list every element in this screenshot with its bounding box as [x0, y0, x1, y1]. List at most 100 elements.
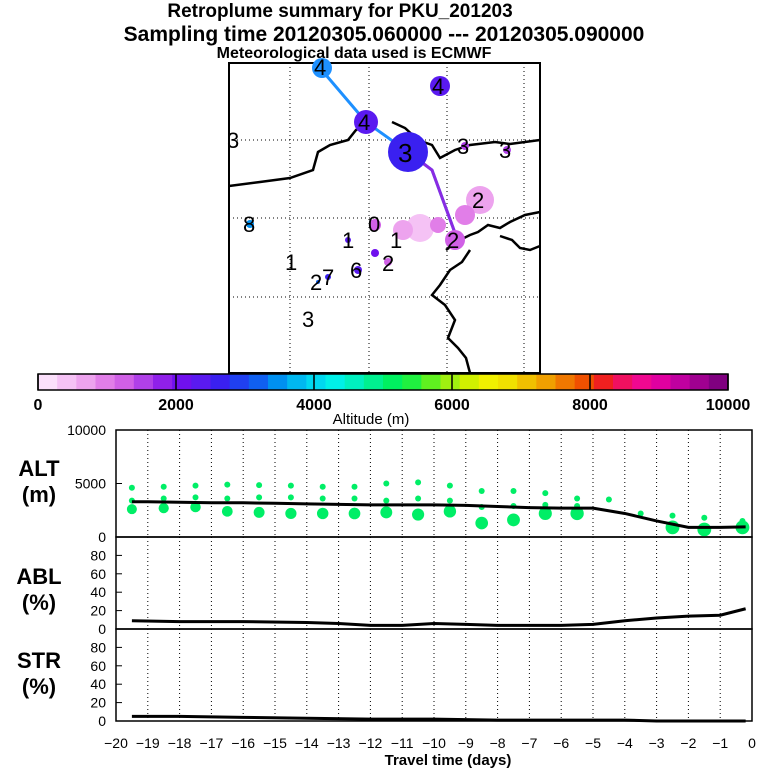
- y-tick-label: 20: [90, 695, 106, 711]
- x-tick-label: −18: [168, 735, 192, 751]
- alt-point: [475, 516, 489, 530]
- map-label: 7: [322, 265, 334, 290]
- colorbar-segment: [613, 374, 633, 390]
- coast-line: [430, 249, 472, 374]
- alt-point: [697, 522, 712, 537]
- alt-point: [224, 495, 231, 502]
- alt-point: [221, 505, 233, 517]
- colorbar-segment: [478, 374, 499, 390]
- plume-marker: [345, 237, 351, 243]
- plume-marker: [388, 132, 428, 172]
- x-tick-label: −14: [295, 735, 319, 751]
- colorbar-segment: [555, 374, 576, 390]
- map-label: 1: [285, 250, 297, 275]
- y-tick-label: 60: [90, 566, 106, 582]
- colorbar-segment: [325, 374, 346, 390]
- map-coastlines: [228, 120, 541, 374]
- colorbar-segment: [383, 374, 403, 390]
- x-tick-label: −6: [553, 735, 569, 751]
- colorbar-segment: [172, 374, 192, 390]
- plume-marker: [246, 220, 254, 228]
- alt-point: [637, 510, 644, 517]
- abl-axis-label-line1: ABL: [16, 564, 62, 589]
- map-label: 3: [227, 128, 239, 153]
- map-label: 2: [447, 228, 459, 253]
- alt-point: [446, 497, 453, 504]
- alt-point: [507, 513, 520, 527]
- alt-point: [348, 507, 361, 520]
- colorbar-segment: [268, 374, 288, 390]
- panel-frame: [115, 628, 753, 722]
- alt-point: [224, 481, 231, 488]
- colorbar-segment: [421, 374, 441, 390]
- colorbar-segment: [651, 374, 671, 390]
- alt-axis-label: ALT (m): [6, 456, 72, 508]
- alt-point: [160, 495, 167, 502]
- alt-point: [701, 514, 708, 521]
- plume-marker: [371, 249, 379, 257]
- alt-point: [128, 484, 135, 491]
- colorbar-segment: [689, 374, 710, 390]
- colorbar-segment: [287, 374, 307, 390]
- colorbar: 0 2000 4000 6000 8000 10000 Altitude (m): [34, 373, 750, 428]
- colorbar-segment: [593, 374, 614, 390]
- panel-alt: 0 5000 10000: [67, 422, 753, 545]
- panel-frame: [115, 536, 753, 630]
- map-label: 3: [398, 138, 412, 168]
- alt-point: [319, 483, 326, 490]
- plume-marker: [393, 220, 413, 240]
- x-tick-label: −17: [200, 735, 224, 751]
- coast-line: [499, 234, 541, 252]
- map-label: 1: [390, 228, 402, 253]
- y-tick-label: 80: [90, 639, 106, 655]
- alt-point: [190, 501, 201, 513]
- map-label: 4: [432, 74, 444, 99]
- colorbar-segment: [344, 374, 365, 390]
- colorbar-segment: [306, 374, 326, 390]
- alt-axis-label-line1: ALT: [18, 456, 60, 481]
- x-axis-label: Travel time (days): [385, 752, 512, 768]
- map-label: 6: [350, 258, 362, 283]
- colorbar-segment: [114, 374, 135, 390]
- alt-point: [316, 507, 329, 520]
- colorbar-segment: [632, 374, 652, 390]
- plume-marker: [384, 258, 392, 266]
- colorbar-segment: [440, 374, 461, 390]
- x-tick-label: 0: [748, 735, 756, 751]
- alt-point: [160, 483, 167, 490]
- alt-point: [542, 490, 549, 497]
- y-tick-label: 0: [98, 713, 106, 729]
- y-tick-label: 0: [98, 621, 106, 637]
- plume-marker: [406, 214, 434, 242]
- alt-point: [192, 494, 199, 501]
- map-label: 2: [472, 188, 484, 213]
- y-tick-label: 60: [90, 658, 106, 674]
- plume-marker: [354, 110, 378, 134]
- x-tick-label: −9: [458, 735, 474, 751]
- alt-point: [380, 506, 393, 519]
- x-tick-label: −11: [391, 735, 414, 751]
- x-tick-label: −2: [680, 735, 696, 751]
- alt-point: [570, 506, 584, 521]
- colorbar-segment: [191, 374, 211, 390]
- alt-point: [383, 497, 390, 504]
- colorbar-segment: [57, 374, 77, 390]
- alt-point: [253, 506, 265, 518]
- str-axis-label-line1: STR: [17, 648, 61, 673]
- series-line: [131, 500, 746, 529]
- alt-point: [256, 494, 263, 501]
- str-axis-label-line2: (%): [21, 674, 57, 699]
- map-label: 0: [368, 212, 380, 237]
- x-tick-label: −5: [585, 735, 601, 751]
- y-tick-label: 0: [98, 529, 106, 545]
- plume-marker: [461, 142, 469, 150]
- colorbar-segment: [95, 374, 116, 390]
- map-label: 3: [499, 138, 511, 163]
- colorbar-segment: [574, 374, 595, 390]
- colorbar-segment: [670, 374, 691, 390]
- y-tick-label: 80: [90, 547, 106, 563]
- map-label: 4: [358, 110, 370, 135]
- x-tick-label: −19: [136, 735, 160, 751]
- colorbar-segment: [248, 374, 269, 390]
